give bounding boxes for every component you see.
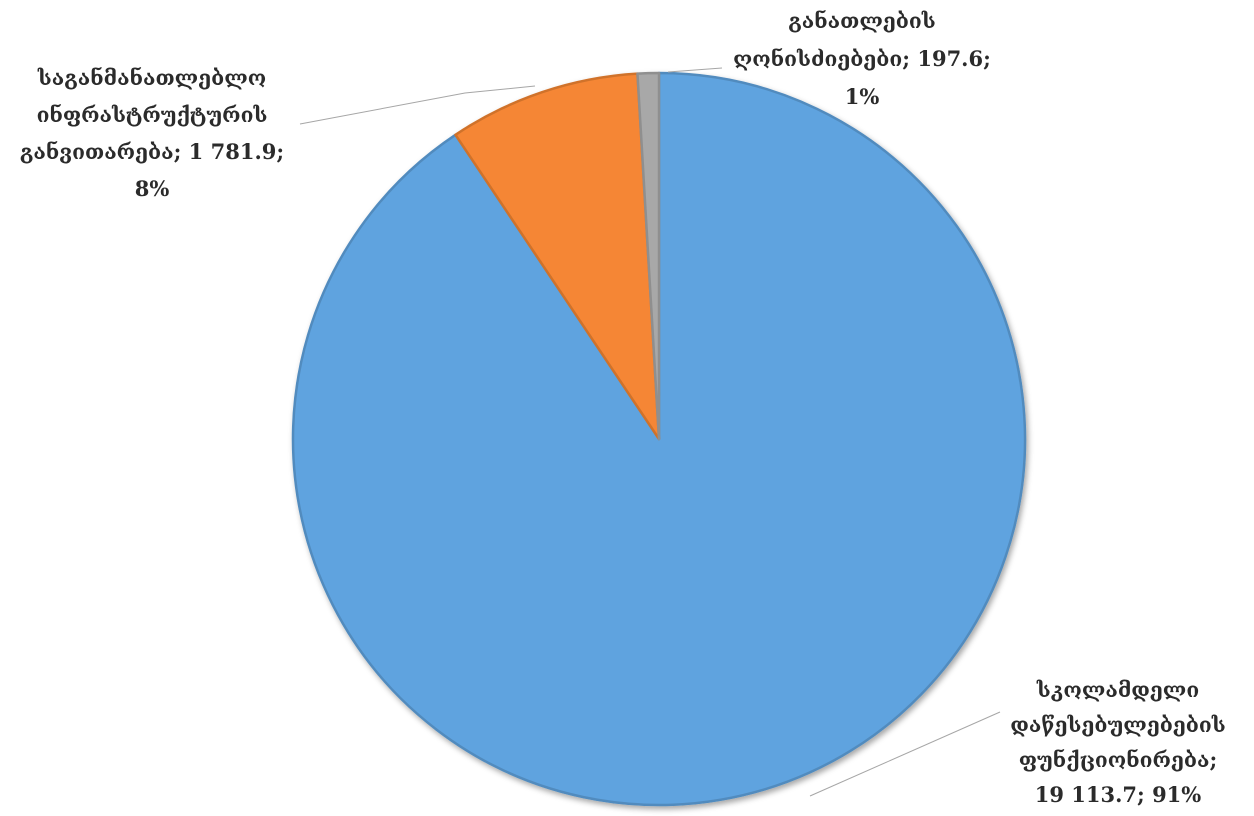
leader-lines	[299, 67, 1001, 797]
slice-label-1-line-3: ფუნქციონირება;	[1019, 747, 1218, 772]
slice-label-2-line-4: 8%	[135, 176, 170, 201]
slice-label-3: განათლების ღონისძიებები; 197.6; 1%	[733, 8, 991, 109]
slice-labels: სკოლამდელი დაწესებულებების ფუნქციონირება; 1…	[20, 8, 1226, 807]
slice-label-3-line-1: განათლების	[788, 8, 936, 33]
slice-label-2-line-2: ინფრასტრუქტურის	[37, 102, 268, 127]
pie-slice-2	[454, 72, 661, 441]
slice-label-2: საგანმანათლებლო ინფრასტრუქტურის განვითარებ…	[20, 65, 284, 201]
slice-label-1-line-4: 19 113.7; 91%	[1035, 782, 1202, 807]
slice-label-1: სკოლამდელი დაწესებულებების ფუნქციონირება; 1…	[1010, 677, 1226, 807]
slice-label-2-line-3: განვითარება; 1 781.9;	[20, 139, 284, 164]
slice-label-1-line-1: სკოლამდელი	[1036, 677, 1199, 702]
slice-label-2-line-1: საგანმანათლებლო	[37, 65, 266, 90]
pie-slice-3	[636, 71, 661, 441]
slice-label-1-line-2: დაწესებულებების	[1010, 712, 1226, 737]
leader-line-2	[299, 85, 536, 125]
slice-label-3-line-2: ღონისძიებები; 197.6;	[733, 46, 991, 71]
pie-slices	[291, 71, 1027, 807]
leader-line-3	[667, 67, 723, 73]
slice-label-3-line-3: 1%	[845, 84, 880, 109]
leader-line-1	[809, 711, 1001, 797]
